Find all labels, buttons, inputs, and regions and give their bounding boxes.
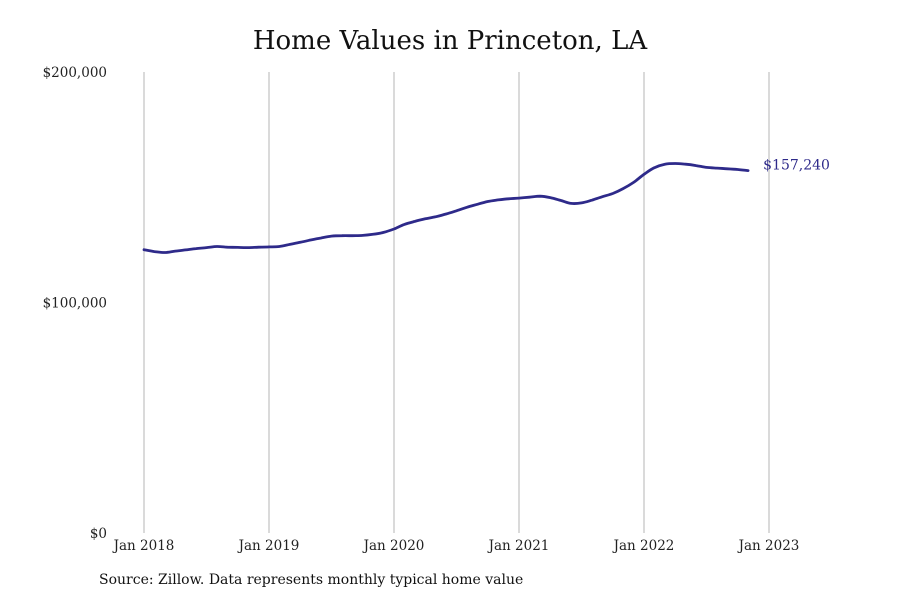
- x-tick-label-1: Jan 2019: [237, 538, 300, 554]
- x-tick-label-2: Jan 2020: [362, 538, 425, 554]
- end-value-label: $157,240: [763, 158, 830, 174]
- x-tick-label-5: Jan 2023: [737, 538, 800, 554]
- gridlines: [143, 72, 770, 533]
- y-axis-ticks: $0 $100,000 $200,000: [43, 65, 107, 542]
- series-line: [142, 162, 750, 254]
- source-note: Source: Zillow. Data represents monthly …: [99, 572, 524, 588]
- x-tick-label-0: Jan 2018: [112, 538, 175, 554]
- y-tick-label-1: $100,000: [43, 296, 107, 312]
- y-tick-label-2: $200,000: [43, 65, 107, 81]
- chart-title: Home Values in Princeton, LA: [252, 26, 648, 56]
- y-tick-label-0: $0: [90, 526, 107, 542]
- x-axis-ticks: Jan 2018 Jan 2019 Jan 2020 Jan 2021 Jan 2022…: [112, 538, 800, 554]
- x-tick-label-4: Jan 2022: [612, 538, 675, 554]
- x-tick-label-3: Jan 2021: [487, 538, 550, 554]
